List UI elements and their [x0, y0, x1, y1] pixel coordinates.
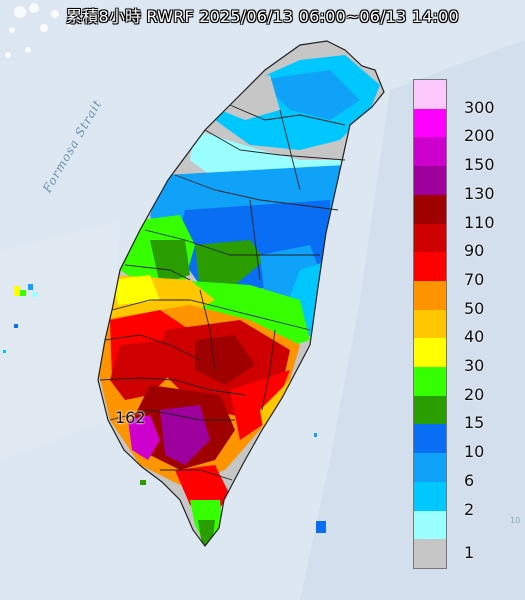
legend-label: 150 — [464, 155, 495, 175]
legend-swatch — [414, 309, 446, 339]
legend-swatch — [414, 424, 446, 454]
legend-swatch — [414, 108, 446, 138]
legend-swatch — [414, 453, 446, 483]
legend-label: 300 — [464, 97, 495, 117]
max-rainfall-label: 162 — [115, 408, 146, 427]
county-borders — [99, 104, 346, 481]
legend-label: 6 — [464, 470, 475, 490]
legend-label: 10 — [464, 442, 485, 462]
legend-swatch — [414, 166, 446, 196]
edge-text: 10 — [510, 516, 521, 525]
legend-label: 200 — [464, 126, 495, 146]
legend-label: 70 — [464, 269, 485, 289]
legend-swatch — [414, 395, 446, 425]
legend-swatch — [414, 137, 446, 167]
legend-swatch — [414, 367, 446, 397]
legend-label: 130 — [464, 183, 495, 203]
map-title: 累積8小時 RWRF 2025/06/13 06:00~06/13 14:00 — [66, 7, 459, 26]
legend-label: 2 — [464, 499, 475, 519]
legend-swatch — [414, 481, 446, 511]
legend-swatch — [414, 223, 446, 253]
legend-label: 110 — [464, 212, 495, 232]
legend-swatch — [414, 338, 446, 368]
legend-swatch — [414, 194, 446, 224]
legend-swatch — [414, 280, 446, 310]
legend-label: 20 — [464, 384, 485, 404]
legend-label: 90 — [464, 241, 485, 261]
legend-swatch — [414, 80, 446, 109]
cloud-specks — [5, 3, 73, 58]
legend-swatch — [414, 510, 446, 540]
legend-label: 50 — [464, 298, 485, 318]
legend-label: 40 — [464, 327, 485, 347]
offshore-radar-echoes — [3, 284, 326, 533]
legend-swatch — [414, 252, 446, 282]
legend-label: 1 — [464, 542, 475, 562]
rainfall-legend-bar — [413, 79, 447, 569]
legend-swatch — [414, 539, 446, 569]
legend-label: 15 — [464, 413, 485, 433]
terrain-shading — [0, 40, 525, 600]
legend-label: 30 — [464, 356, 485, 376]
